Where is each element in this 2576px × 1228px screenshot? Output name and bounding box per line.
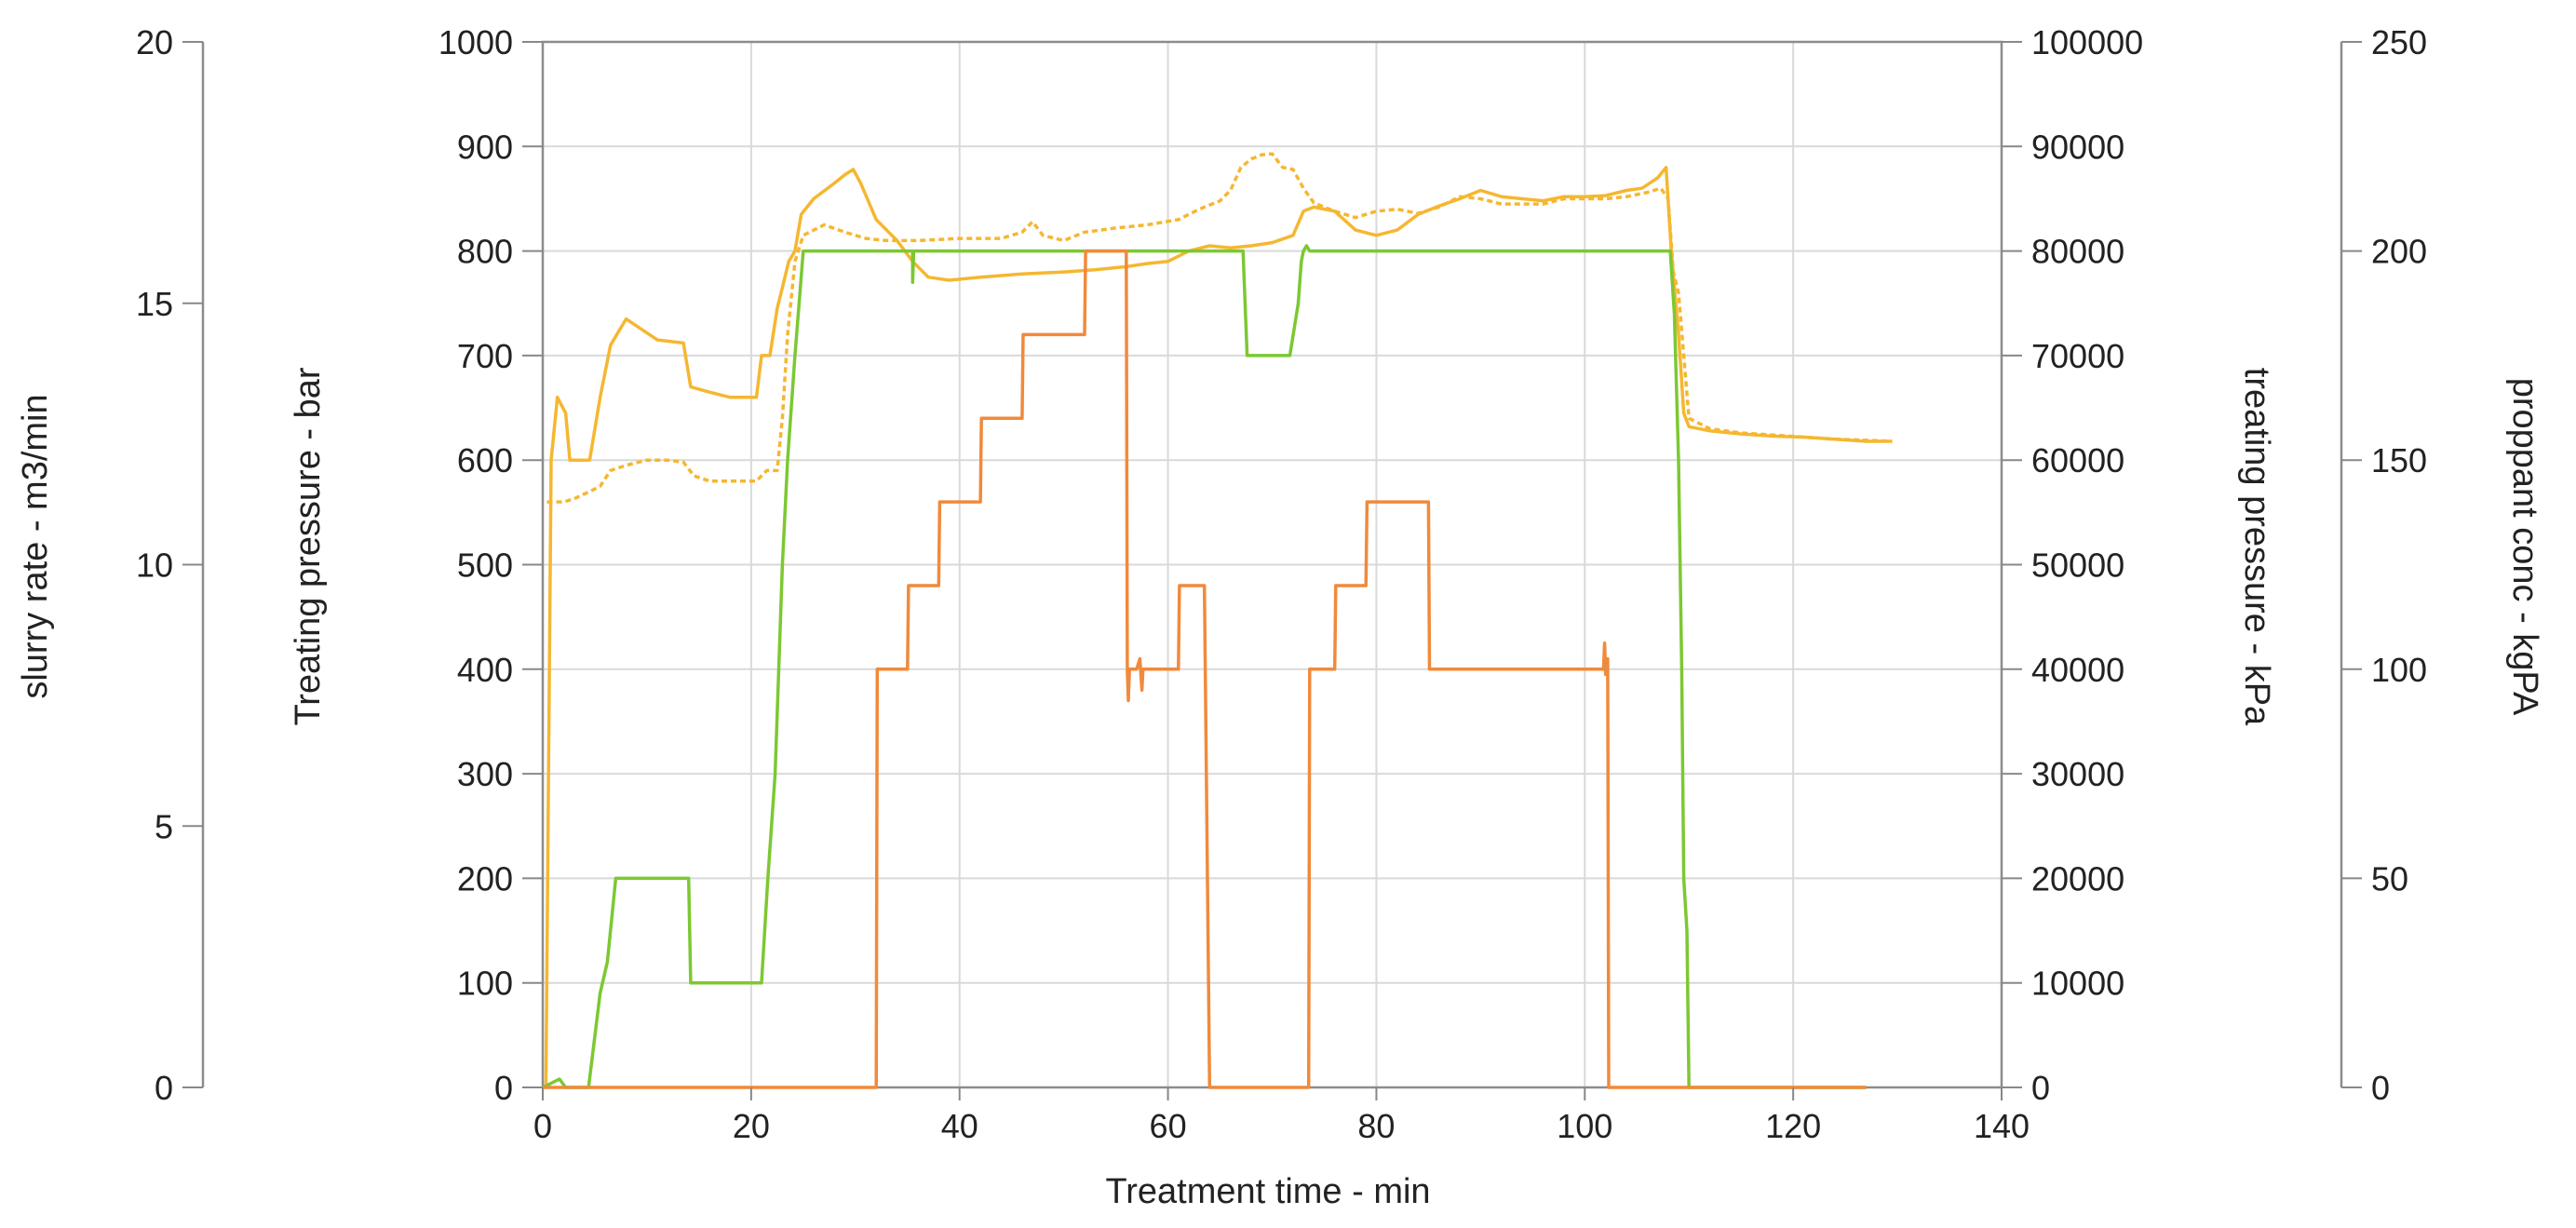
treating-pressure-kpa-tick-label: 40000 (2031, 651, 2124, 689)
treating-pressure-bar-tick-label: 200 (457, 859, 513, 897)
treating-pressure-kpa-tick-label: 0 (2031, 1069, 2050, 1107)
proppant-conc-tick-label: 100 (2371, 651, 2427, 689)
treating-pressure-bar-tick-label: 400 (457, 651, 513, 689)
series-line-4 (543, 249, 1867, 1089)
series-line-3 (542, 244, 1867, 1089)
x-tick-label: 120 (1765, 1107, 1821, 1145)
series-line-2 (546, 152, 1893, 504)
x-tick-label: 140 (1974, 1107, 2030, 1145)
treating-pressure-kpa-tick-label: 60000 (2031, 441, 2124, 479)
slurry-rate-tick-label: 10 (136, 547, 173, 585)
series-line-1 (544, 166, 1893, 1088)
treating-pressure-bar-axis-title: Treating pressure - bar (289, 367, 328, 725)
treating-pressure-kpa-tick-label: 10000 (2031, 965, 2124, 1003)
slurry-rate-tick-label: 15 (136, 285, 173, 323)
slurry-rate-tick-label: 0 (155, 1069, 173, 1107)
treating-pressure-bar-tick-label: 300 (457, 755, 513, 793)
treating-pressure-kpa-tick-label: 90000 (2031, 128, 2124, 166)
x-tick-label: 100 (1557, 1107, 1612, 1145)
treating-pressure-kpa-tick-label: 20000 (2031, 859, 2124, 897)
treating-pressure-bar-tick-label: 600 (457, 441, 513, 479)
x-tick-label: 40 (941, 1107, 978, 1145)
proppant-conc-tick-label: 0 (2371, 1069, 2390, 1107)
x-tick-label: 60 (1150, 1107, 1187, 1145)
treating-pressure-kpa-tick-label: 30000 (2031, 755, 2124, 793)
treating-pressure-bar-tick-label: 100 (457, 965, 513, 1003)
treating-pressure-bar-tick-label: 1000 (438, 23, 513, 61)
x-tick-label: 20 (733, 1107, 770, 1145)
treating-pressure-kpa-tick-label: 70000 (2031, 337, 2124, 375)
x-tick-label: 0 (533, 1107, 552, 1145)
treating-pressure-kpa-tick-label: 80000 (2031, 233, 2124, 271)
treating-pressure-kpa-axis-title: treating pressure - kPa (2237, 368, 2276, 726)
slurry-rate-axis-title: slurry rate - m3/min (16, 394, 55, 698)
axes-layer: 0 20 40 60 80 100 120 1400510152001002003004005… (136, 23, 2427, 1145)
proppant-conc-tick-label: 50 (2371, 859, 2408, 897)
slurry-rate-tick-label: 20 (136, 23, 173, 61)
proppant-conc-tick-label: 150 (2371, 441, 2427, 479)
treating-pressure-bar-tick-label: 800 (457, 233, 513, 271)
series-layer (542, 152, 1893, 1089)
treating-pressure-kpa-tick-label: 100000 (2031, 23, 2143, 61)
treating-pressure-kpa-tick-label: 50000 (2031, 547, 2124, 585)
x-axis-title: Treatment time - min (1105, 1172, 1430, 1211)
treating-pressure-bar-tick-label: 700 (457, 337, 513, 375)
x-tick-label: 80 (1357, 1107, 1395, 1145)
proppant-conc-tick-label: 200 (2371, 233, 2427, 271)
treating-pressure-bar-tick-label: 0 (494, 1069, 513, 1107)
proppant-conc-axis-title: proppant conc - kgPA (2505, 378, 2544, 716)
slurry-rate-tick-label: 5 (155, 807, 173, 845)
treating-pressure-bar-tick-label: 500 (457, 547, 513, 585)
treating-pressure-bar-tick-label: 900 (457, 128, 513, 166)
proppant-conc-tick-label: 250 (2371, 23, 2427, 61)
